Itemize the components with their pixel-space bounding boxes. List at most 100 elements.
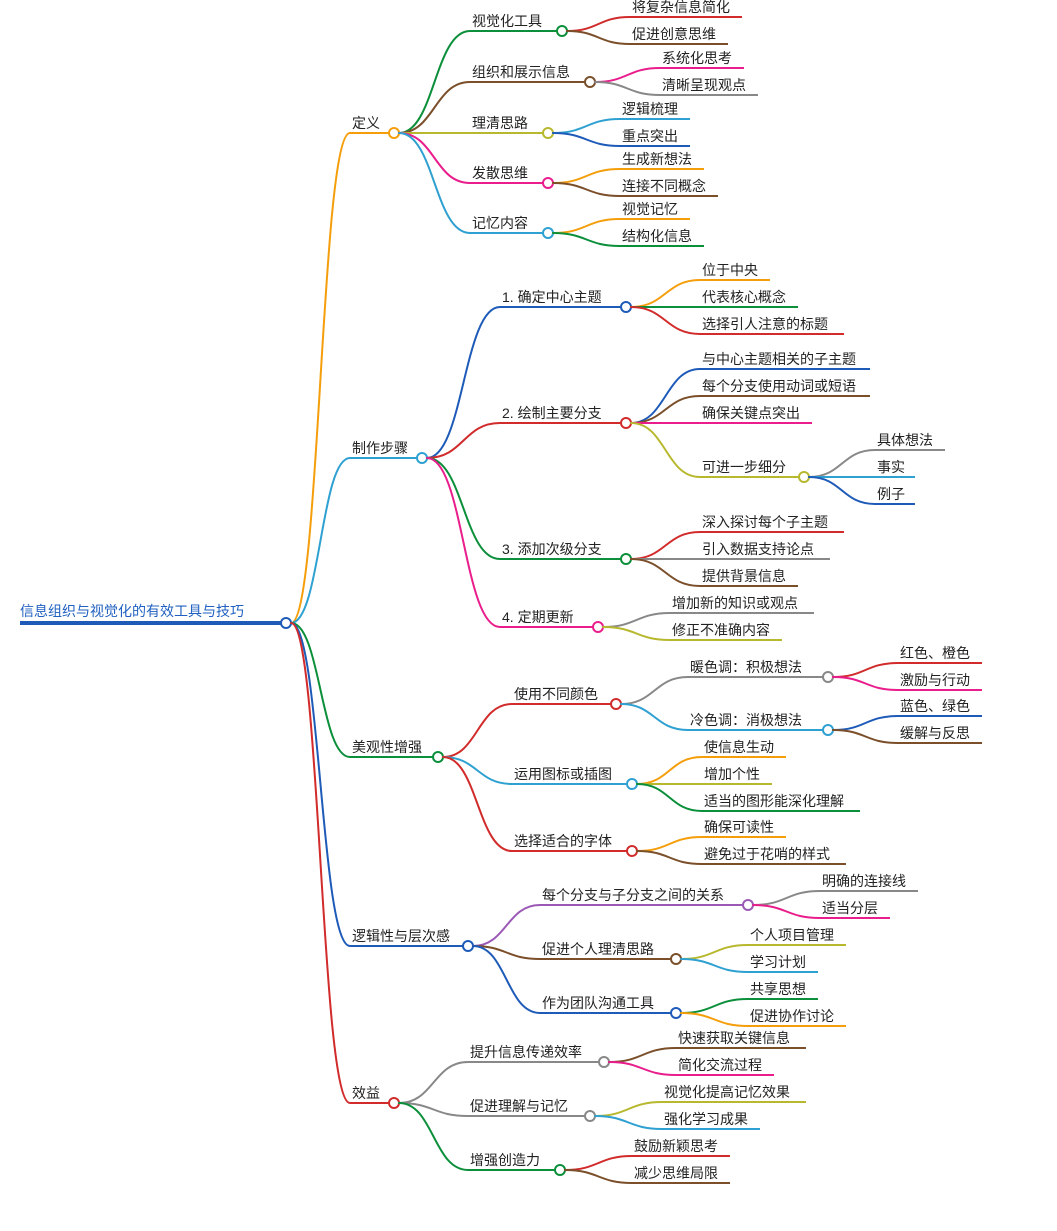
node-connector-circle — [627, 779, 637, 789]
branch-curve — [631, 559, 700, 586]
node-label: 使信息生动 — [704, 739, 774, 755]
node-label: 可进一步细分 — [702, 459, 786, 475]
branch-curve — [637, 851, 702, 864]
branch-curve — [399, 133, 470, 233]
branch-curve — [291, 623, 350, 1103]
node-label: 逻辑梳理 — [622, 101, 678, 117]
node-connector-circle — [743, 900, 753, 910]
branch-curve — [567, 17, 630, 31]
branch-curve — [427, 458, 500, 627]
node-label: 1. 确定中心主题 — [502, 289, 602, 305]
node-label: 增强创造力 — [470, 1152, 540, 1168]
node-connector-circle — [555, 1165, 565, 1175]
root-node: 信息组织与视觉化的有效工具与技巧 — [20, 603, 280, 623]
mindmap-svg: 信息组织与视觉化的有效工具与技巧定义视觉化工具将复杂信息简化促进创意思维组织和展… — [0, 0, 1057, 1231]
node-label: 定义 — [352, 115, 380, 131]
branch-curve — [553, 133, 620, 146]
node-connector-circle — [611, 699, 621, 709]
root-label: 信息组织与视觉化的有效工具与技巧 — [20, 603, 244, 619]
node-connector-circle — [543, 128, 553, 138]
node-label: 暖色调：积极想法 — [690, 659, 802, 675]
branch-curve — [553, 169, 620, 183]
branch-curve — [473, 905, 540, 946]
branch-curve — [637, 757, 702, 784]
branch-curve — [291, 458, 350, 623]
branch-curve — [595, 68, 660, 82]
node-connector-circle — [823, 672, 833, 682]
branch-curve — [637, 784, 702, 811]
branch-curve — [753, 891, 820, 905]
branch-curve — [473, 946, 540, 1013]
branch-curve — [595, 82, 660, 95]
branch-curve — [553, 233, 620, 246]
node-label: 系统化思考 — [662, 50, 732, 66]
node-label: 促进理解与记忆 — [470, 1098, 568, 1114]
node-label: 美观性增强 — [352, 739, 422, 755]
node-label: 清晰呈现观点 — [662, 77, 746, 93]
node-connector-circle — [799, 472, 809, 482]
node-label: 使用不同颜色 — [514, 686, 598, 702]
node-label: 作为团队沟通工具 — [542, 995, 654, 1011]
branch-curve — [553, 119, 620, 133]
node-label: 3. 添加次级分支 — [502, 541, 602, 557]
node-label: 学习计划 — [750, 954, 806, 970]
branch-curve — [595, 1116, 662, 1129]
node-label: 避免过于花哨的样式 — [704, 846, 830, 862]
node-label: 运用图标或插图 — [514, 766, 612, 782]
node-connector-circle — [463, 941, 473, 951]
node-label: 选择引人注意的标题 — [702, 316, 828, 332]
node-label: 促进协作讨论 — [750, 1008, 834, 1024]
branch-curve — [609, 1062, 676, 1075]
node-label: 例子 — [877, 486, 905, 502]
branch-curve — [809, 477, 875, 504]
node-connector-circle — [433, 752, 443, 762]
node-label: 重点突出 — [622, 128, 678, 144]
node-label: 4. 定期更新 — [502, 609, 574, 625]
node-label: 深入探讨每个子主题 — [702, 514, 828, 530]
node-label: 适当的图形能深化理解 — [704, 793, 844, 809]
branch-curve — [399, 1103, 468, 1170]
node-label: 共享思想 — [750, 981, 806, 997]
branch-curve — [553, 219, 620, 233]
node-label: 快速获取关键信息 — [678, 1030, 790, 1046]
branch-curve — [809, 450, 875, 477]
node-label: 鼓励新颖思考 — [634, 1138, 718, 1154]
node-connector-circle — [543, 228, 553, 238]
branch-curve — [567, 31, 630, 44]
node-connector-circle — [389, 128, 399, 138]
node-label: 简化交流过程 — [678, 1057, 762, 1073]
node-label: 每个分支使用动词或短语 — [702, 378, 856, 394]
node-label: 确保可读性 — [704, 819, 774, 835]
branch-curve — [631, 307, 700, 334]
node-connector-circle — [585, 1111, 595, 1121]
branch-curve — [833, 730, 898, 743]
branch-curve — [595, 1102, 662, 1116]
node-label: 组织和展示信息 — [472, 64, 570, 80]
node-connector-circle — [621, 554, 631, 564]
node-label: 增加个性 — [704, 766, 760, 782]
branch-curve — [631, 423, 700, 477]
root-connector-circle — [281, 618, 291, 628]
branch-curve — [681, 945, 748, 959]
node-label: 引入数据支持论点 — [702, 541, 814, 557]
node-label: 效益 — [352, 1085, 380, 1101]
node-label: 位于中央 — [702, 262, 758, 278]
node-connector-circle — [543, 178, 553, 188]
branch-curve — [291, 623, 350, 946]
branch-curve — [443, 704, 512, 757]
node-label: 明确的连接线 — [822, 873, 906, 889]
branch-curve — [399, 31, 470, 133]
node-label: 冷色调：消极想法 — [690, 712, 802, 728]
mindmap-diagram: 信息组织与视觉化的有效工具与技巧定义视觉化工具将复杂信息简化促进创意思维组织和展… — [0, 0, 1057, 1231]
node-connector-circle — [585, 77, 595, 87]
node-label: 制作步骤 — [352, 440, 408, 456]
branch-curve — [631, 532, 700, 559]
node-label: 红色、橙色 — [900, 645, 970, 661]
node-label: 生成新想法 — [622, 151, 692, 167]
node-label: 2. 绘制主要分支 — [502, 405, 602, 421]
node-label: 蓝色、绿色 — [900, 698, 970, 714]
branch-curve — [681, 999, 748, 1013]
node-label: 记忆内容 — [472, 215, 528, 231]
node-label: 强化学习成果 — [664, 1111, 748, 1127]
node-label: 促进创意思维 — [632, 26, 716, 42]
